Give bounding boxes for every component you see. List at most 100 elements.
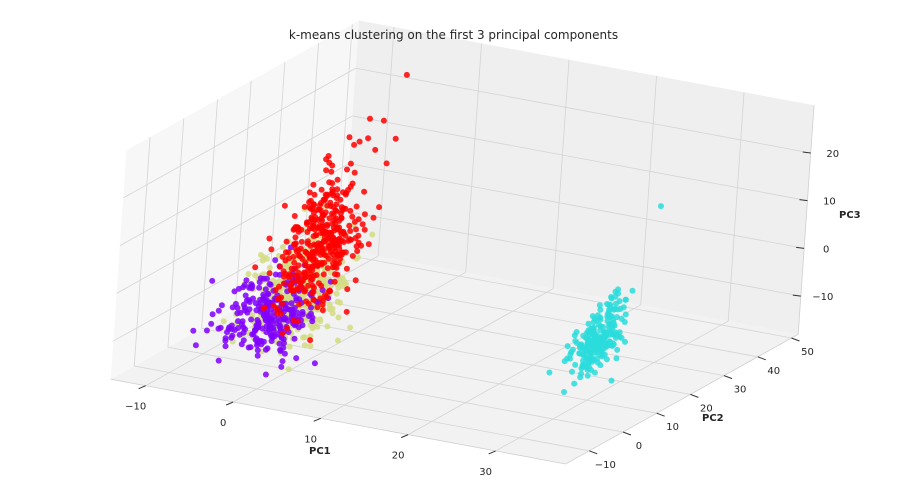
y-axis-tick-label: 40 [767,366,780,377]
data-point-cluster-3 [622,311,629,318]
data-point-cluster-1 [248,281,255,288]
data-point-cluster-1 [247,344,254,351]
data-point-cluster-2 [300,272,307,279]
data-point-cluster-3 [574,340,580,346]
data-point-cluster-2 [320,212,327,218]
data-point-cluster-3 [608,377,615,384]
data-point-cluster-1 [241,304,248,311]
data-point-cluster-2 [310,289,317,295]
data-point-cluster-2 [283,238,290,245]
data-point-cluster-1 [222,335,229,342]
data-point-cluster-0 [309,325,316,332]
data-point-cluster-1 [270,327,277,334]
data-point-cluster-3 [616,298,623,305]
data-point-cluster-0 [286,343,293,350]
data-point-cluster-2 [281,273,287,280]
y-axis-tick [690,393,699,398]
data-point-cluster-2 [372,146,379,153]
data-point-cluster-1 [280,316,287,323]
data-point-cluster-1 [288,300,295,307]
data-point-cluster-2 [323,167,330,174]
data-point-cluster-2 [281,202,288,209]
data-point-cluster-2 [302,259,309,266]
data-point-cluster-2 [279,253,286,260]
data-point-cluster-0 [260,271,267,278]
data-point-cluster-2 [330,211,337,218]
data-point-cluster-2 [342,232,349,239]
x-axis-tick-label: 10 [304,434,317,445]
gridline-z-back [352,115,808,202]
data-point-cluster-1 [278,363,285,370]
data-point-cluster-2 [252,264,259,271]
data-point-cluster-1 [277,348,284,354]
data-point-cluster-3 [608,294,615,300]
data-point-cluster-2 [280,268,287,275]
x-axis-tick [488,450,496,455]
data-point-cluster-1 [266,318,273,325]
data-point-cluster-1 [254,352,261,359]
z-axis-tick [792,294,801,297]
data-point-cluster-2 [336,245,343,252]
data-point-cluster-2 [365,135,372,142]
data-point-outlier [203,327,210,334]
data-point-cluster-1 [243,277,250,284]
data-point-cluster-1 [252,300,259,307]
data-point-cluster-1 [272,257,279,264]
data-point-cluster-3 [561,358,568,365]
data-point-cluster-2 [310,296,317,303]
gridline-z-back [355,67,811,154]
data-point-cluster-2 [304,238,311,245]
data-point-cluster-2 [334,271,341,278]
data-point-cluster-1 [215,307,222,314]
data-point-cluster-2 [325,255,332,262]
data-point-cluster-0 [279,244,286,250]
data-point-cluster-3 [588,357,595,363]
data-point-cluster-2 [353,203,360,210]
data-point-cluster-3 [629,287,636,294]
data-point-cluster-2 [329,180,336,187]
data-point-cluster-3 [603,343,610,350]
data-point-cluster-2 [296,301,303,308]
data-point-cluster-2 [309,276,316,283]
data-point-cluster-2 [295,228,302,235]
data-point-cluster-2 [340,239,347,245]
data-point-cluster-1 [222,343,229,350]
data-point-cluster-2 [332,207,339,214]
data-point-cluster-1 [246,306,253,313]
gridline-y-floor [268,290,725,376]
data-point-cluster-1 [240,324,247,331]
data-point-cluster-3 [578,365,585,372]
data-point-cluster-2 [354,248,361,255]
data-point-cluster-0 [307,343,314,349]
data-point-cluster-3 [584,339,591,346]
data-point-cluster-1 [279,358,286,365]
gridline-x-floor [320,288,554,419]
data-point-cluster-1 [215,357,222,364]
data-point-cluster-0 [369,231,376,238]
data-point-cluster-3 [611,331,617,338]
data-point-cluster-1 [264,300,271,307]
data-point-cluster-1 [309,318,316,325]
x-axis-label: PC1 [309,446,331,457]
data-point-cluster-3 [614,314,620,321]
data-point-cluster-2 [305,300,312,307]
data-point-cluster-2 [351,169,358,176]
data-point-cluster-1 [262,313,269,320]
data-point-cluster-0 [347,324,354,331]
y-axis-tick-label: −10 [595,460,616,471]
y-axis-line [565,333,799,465]
y-axis-tick-label: 10 [666,422,679,433]
data-point-cluster-2 [284,325,291,332]
data-point-cluster-2 [274,296,281,302]
gridline-z-left [123,67,356,199]
data-point-cluster-2 [291,225,298,232]
data-point-cluster-2 [311,223,318,230]
data-point-cluster-2 [325,153,332,159]
gridline-y-floor [336,252,792,339]
data-point-cluster-2 [365,241,372,248]
data-point-cluster-2 [335,260,342,267]
data-point-cluster-2 [333,201,340,208]
data-point-cluster-2 [346,134,353,141]
data-point-cluster-1 [228,334,235,341]
data-point-cluster-2 [319,301,326,308]
